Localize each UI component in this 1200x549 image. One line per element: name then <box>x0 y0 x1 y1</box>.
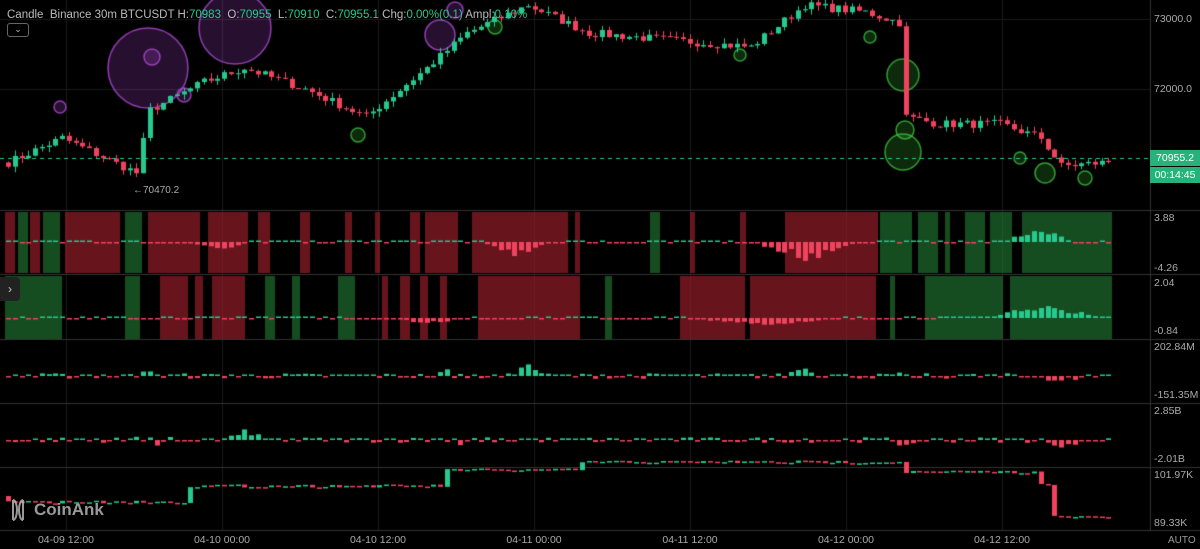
close-value: 70955.1 <box>337 9 379 21</box>
chart-type: Candle <box>7 9 44 21</box>
coinank-logo: CoinAnk <box>8 498 104 522</box>
panel-2-bottom: -0.84 <box>1154 325 1178 337</box>
time-label: 04-11 12:00 <box>662 534 718 546</box>
time-label: 04-12 12:00 <box>973 534 1031 546</box>
price-tick: 72000.0 <box>1154 83 1192 95</box>
amplitude-label: Ampl: <box>465 9 495 21</box>
panel-3-top: 202.84M <box>1154 341 1195 353</box>
open-value: 70955 <box>239 9 272 21</box>
low-label: L: <box>277 9 288 21</box>
close-label: C: <box>325 9 338 21</box>
collapse-header-button[interactable]: ⌄ <box>7 23 29 37</box>
amplitude-value: 0.10% <box>494 9 528 21</box>
auto-scale-button[interactable]: AUTO <box>1168 535 1196 546</box>
open-label: O: <box>227 9 240 21</box>
time-label: 04-11 00:00 <box>506 534 562 546</box>
panel-4-top: 2.85B <box>1154 405 1182 417</box>
last-price-tag: 70955.2 <box>1150 150 1200 166</box>
panel-5-bottom: 89.33K <box>1154 517 1188 529</box>
panel-3-bottom: -151.35M <box>1154 389 1199 401</box>
time-label: 04-10 12:00 <box>349 534 407 546</box>
low-marker: ←70470.2 <box>133 185 180 196</box>
logo-text: CoinAnk <box>34 500 104 519</box>
time-label: 04-09 12:00 <box>37 534 95 546</box>
coinank-logo-icon <box>12 499 24 521</box>
exchange: Binance <box>49 9 92 21</box>
panel-1-bottom: -4.26 <box>1154 262 1178 274</box>
chevron-down-icon: ⌄ <box>14 24 22 34</box>
interval: 30m <box>94 9 117 21</box>
time-label: 04-10 00:00 <box>193 534 251 546</box>
high-value: 70983 <box>189 9 221 21</box>
chevron-right-icon: › <box>8 282 12 296</box>
expand-sidebar-button[interactable]: › <box>0 277 20 301</box>
panel-1-top: 3.88 <box>1154 212 1175 224</box>
change-label: Chg: <box>382 9 407 21</box>
price-tick: 73000.0 <box>1154 13 1192 25</box>
panel-2-top: 2.04 <box>1154 277 1175 289</box>
panel-4-bottom: -2.01B <box>1154 453 1185 465</box>
time-label: 04-12 00:00 <box>817 534 875 546</box>
low-value: 70910 <box>287 9 320 21</box>
high-label: H: <box>177 9 190 21</box>
panel-5-top: 101.97K <box>1154 469 1194 481</box>
change-value: 0.00%(0.1) <box>406 9 463 21</box>
symbol: BTCUSDT <box>120 9 175 21</box>
countdown-tag: 00:14:45 <box>1150 167 1200 183</box>
chart-header: Candle Binance 30m BTCUSDT H:70983 O:709… <box>7 9 527 21</box>
